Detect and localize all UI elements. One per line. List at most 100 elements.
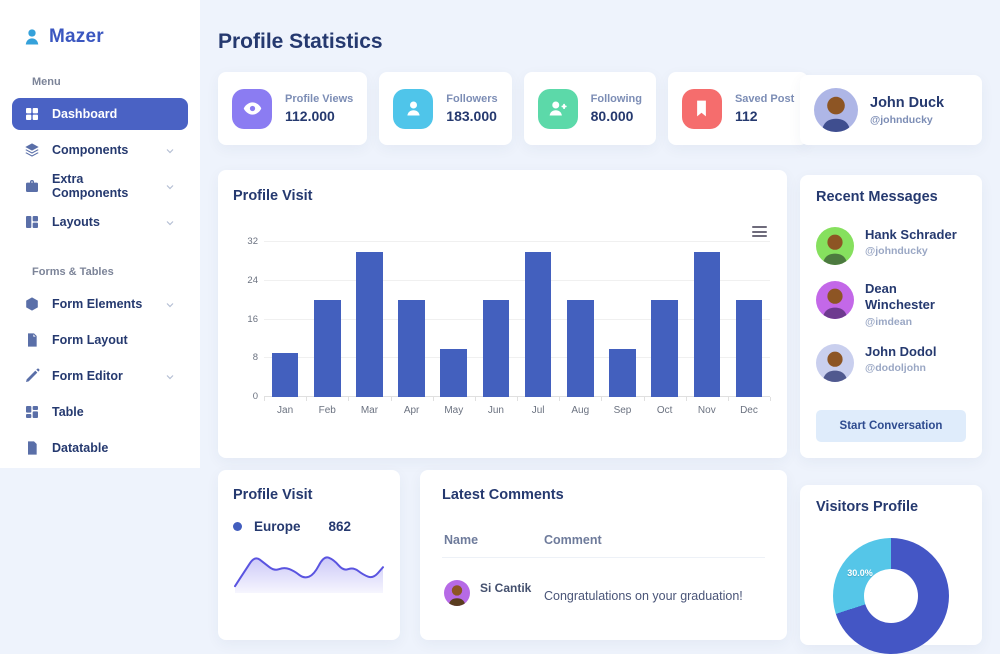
hexagon-icon xyxy=(24,296,40,312)
x-axis-label: Nov xyxy=(697,405,716,416)
profile-visit-chart-card: Profile Visit 0 8 16 24 32 Jan Feb Mar Apr May Ju… xyxy=(218,170,787,458)
message-item[interactable]: John Dodol @dodoljohn xyxy=(816,343,966,382)
latest-comments-card: Latest Comments Name Comment Si Cantik C… xyxy=(420,470,787,640)
stat-card-profile-views: Profile Views 112.000 xyxy=(218,72,368,145)
profile-visit-bar-chart: 0 8 16 24 32 xyxy=(247,236,771,402)
app-logo[interactable]: Mazer xyxy=(0,26,200,48)
user-plus-icon xyxy=(537,88,578,129)
sidebar-item-label: Table xyxy=(52,405,84,419)
chevron-down-icon xyxy=(164,180,176,192)
y-axis-tick: 8 xyxy=(252,352,258,364)
bar xyxy=(524,251,552,397)
message-sender-name: John Dodol xyxy=(865,343,937,359)
bar xyxy=(398,300,425,397)
stats-row: Profile Views 112.000 Followers 183.000 … xyxy=(218,72,809,145)
message-sender-handle: @imdean xyxy=(865,315,912,328)
message-item[interactable]: Dean Winchester @imdean xyxy=(816,281,966,328)
x-axis-label: Sep xyxy=(613,405,632,416)
gridline: 16 xyxy=(247,314,770,325)
sidebar-section-menu: Menu xyxy=(32,76,61,88)
latest-comments-title: Latest Comments xyxy=(442,487,564,503)
gridline: 0 xyxy=(253,391,770,402)
bar xyxy=(482,300,510,397)
y-axis-tick: 0 xyxy=(252,391,258,402)
bar xyxy=(567,300,594,397)
sidebar-item-form-layout[interactable]: Form Layout xyxy=(12,324,188,356)
y-axis-tick: 32 xyxy=(247,236,258,247)
visitors-donut-chart: 30.0% xyxy=(833,538,949,654)
file-icon xyxy=(24,332,40,348)
bar-chart-x-labels: Jan Feb Mar Apr May Jun Jul Aug Sep Oct Nov Dec xyxy=(264,405,770,416)
message-sender-handle: @dodoljohn xyxy=(865,361,926,374)
avatar xyxy=(816,343,854,382)
sidebar: Mazer Menu Dashboard Components Extra Co… xyxy=(0,0,200,468)
bar xyxy=(693,251,721,397)
x-axis-tick xyxy=(432,397,434,401)
chart-menu-icon[interactable] xyxy=(752,226,767,240)
bar xyxy=(651,300,678,397)
sidebar-item-label: Layouts xyxy=(52,215,100,229)
visitors-profile-card: Visitors Profile 30.0% xyxy=(800,485,982,654)
sidebar-item-label: Form Editor xyxy=(52,369,123,383)
x-axis-tick xyxy=(306,397,308,401)
sidebar-item-label: Datatable xyxy=(52,441,109,455)
table-grid-icon xyxy=(24,404,40,420)
x-axis-tick xyxy=(517,397,518,401)
legend-label: Europe xyxy=(254,519,301,534)
legend-value: 862 xyxy=(328,519,352,534)
briefcase-icon xyxy=(24,178,40,194)
x-axis-label: May xyxy=(444,405,464,416)
x-axis-tick xyxy=(474,397,476,401)
stat-label: Profile Views xyxy=(285,93,354,105)
stat-value: 112 xyxy=(734,108,758,124)
x-axis-label: Jul xyxy=(531,405,545,416)
messages-list: Hank Schrader @johnducky Dean Winchester… xyxy=(816,227,966,382)
sidebar-item-components[interactable]: Components xyxy=(12,134,188,166)
message-item[interactable]: Hank Schrader @johnducky xyxy=(816,227,966,265)
stat-label: Followers xyxy=(446,93,498,105)
message-sender-name: Dean Winchester xyxy=(865,281,935,313)
bar xyxy=(356,251,383,397)
user-handle: @johnducky xyxy=(870,113,933,126)
x-axis-label: Mar xyxy=(360,405,379,416)
sidebar-item-datatable[interactable]: Datatable xyxy=(12,432,188,464)
profile-visit-mini-card: Profile Visit Europe 862 xyxy=(218,470,400,640)
y-axis-tick: 16 xyxy=(247,313,258,325)
x-axis-tick xyxy=(770,397,771,401)
y-axis-tick: 24 xyxy=(247,274,258,286)
person-logo-icon xyxy=(22,27,42,47)
x-axis-tick xyxy=(727,397,729,401)
message-sender-name: Hank Schrader xyxy=(865,227,957,242)
x-axis-label: Jan xyxy=(277,405,294,416)
eye-icon xyxy=(232,88,272,129)
x-axis-tick xyxy=(685,397,687,401)
chevron-down-icon xyxy=(164,298,176,310)
column-header-name: Name xyxy=(444,533,479,547)
start-conversation-button[interactable]: Start Conversation xyxy=(816,410,966,442)
europe-sparkline-chart xyxy=(234,556,384,593)
sidebar-section-forms: Forms & Tables xyxy=(32,266,114,278)
visitors-profile-title: Visitors Profile xyxy=(816,499,919,515)
stat-label: Following xyxy=(590,93,642,105)
gridline: 32 xyxy=(247,236,770,247)
sidebar-item-form-editor[interactable]: Form Editor xyxy=(12,360,188,392)
page-title: Profile Statistics xyxy=(218,30,383,53)
table-row: Si Cantik Congratulations on your gradua… xyxy=(442,580,765,606)
sidebar-item-dashboard[interactable]: Dashboard xyxy=(12,98,188,130)
sidebar-item-table[interactable]: Table xyxy=(12,396,188,428)
user-icon xyxy=(393,88,434,129)
stat-card-following: Following 80.000 xyxy=(523,72,656,145)
sidebar-item-label: Dashboard xyxy=(52,107,118,121)
avatar xyxy=(444,580,470,606)
user-name: John Duck xyxy=(870,94,945,111)
gridline: 8 xyxy=(253,352,770,363)
sidebar-item-form-elements[interactable]: Form Elements xyxy=(12,288,188,320)
sidebar-item-extra-components[interactable]: Extra Components xyxy=(12,170,188,202)
x-axis-label: Feb xyxy=(318,405,336,416)
file-spreadsheet-icon xyxy=(24,440,40,456)
x-axis-tick xyxy=(390,397,392,401)
sidebar-item-layouts[interactable]: Layouts xyxy=(12,206,188,238)
bar-chart-bars xyxy=(264,242,770,397)
bar xyxy=(271,353,299,397)
chevron-down-icon xyxy=(164,216,176,228)
